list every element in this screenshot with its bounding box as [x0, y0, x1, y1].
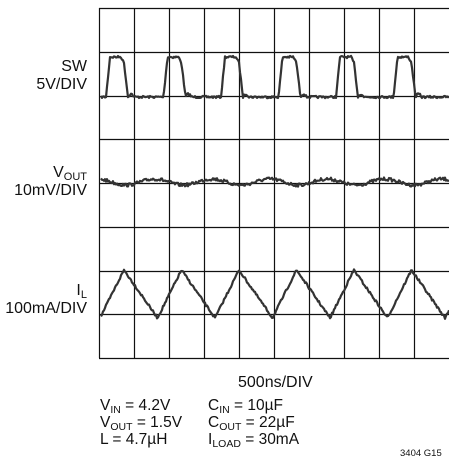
- conditions-right: CIN = 10µF COUT = 22µF ILOAD = 30mA: [208, 397, 300, 450]
- condition-cout: COUT = 22µF: [208, 414, 295, 433]
- il-trace: [100, 268, 449, 320]
- sw-trace-label: SW 5V/DIV: [36, 58, 87, 94]
- condition-l: L = 4.7µH: [100, 431, 168, 448]
- il-trace-label: IL 100mA/DIV: [5, 282, 87, 318]
- vout-trace-label: VOUT 10mV/DIV: [14, 164, 87, 200]
- sw-name: SW: [61, 58, 87, 75]
- vout-name: VOUT: [53, 164, 87, 183]
- figure-id: 3404 G15: [400, 448, 442, 459]
- scope-traces: [100, 54, 449, 320]
- condition-iload: ILOAD = 30mA: [208, 431, 300, 450]
- il-scale: 100mA/DIV: [5, 300, 87, 317]
- condition-cin: CIN = 10µF: [208, 397, 284, 416]
- condition-vin: VIN = 4.2V: [100, 397, 171, 416]
- sw-scale: 5V/DIV: [36, 76, 87, 93]
- vout-trace: [100, 176, 449, 188]
- condition-vout: VOUT = 1.5V: [100, 414, 183, 433]
- il-name: IL: [76, 282, 87, 301]
- sw-trace: [100, 54, 449, 100]
- conditions-left: VIN = 4.2V VOUT = 1.5V L = 4.7µH: [100, 397, 182, 448]
- time-scale-label: 500ns/DIV: [238, 374, 313, 391]
- vout-scale: 10mV/DIV: [14, 182, 87, 199]
